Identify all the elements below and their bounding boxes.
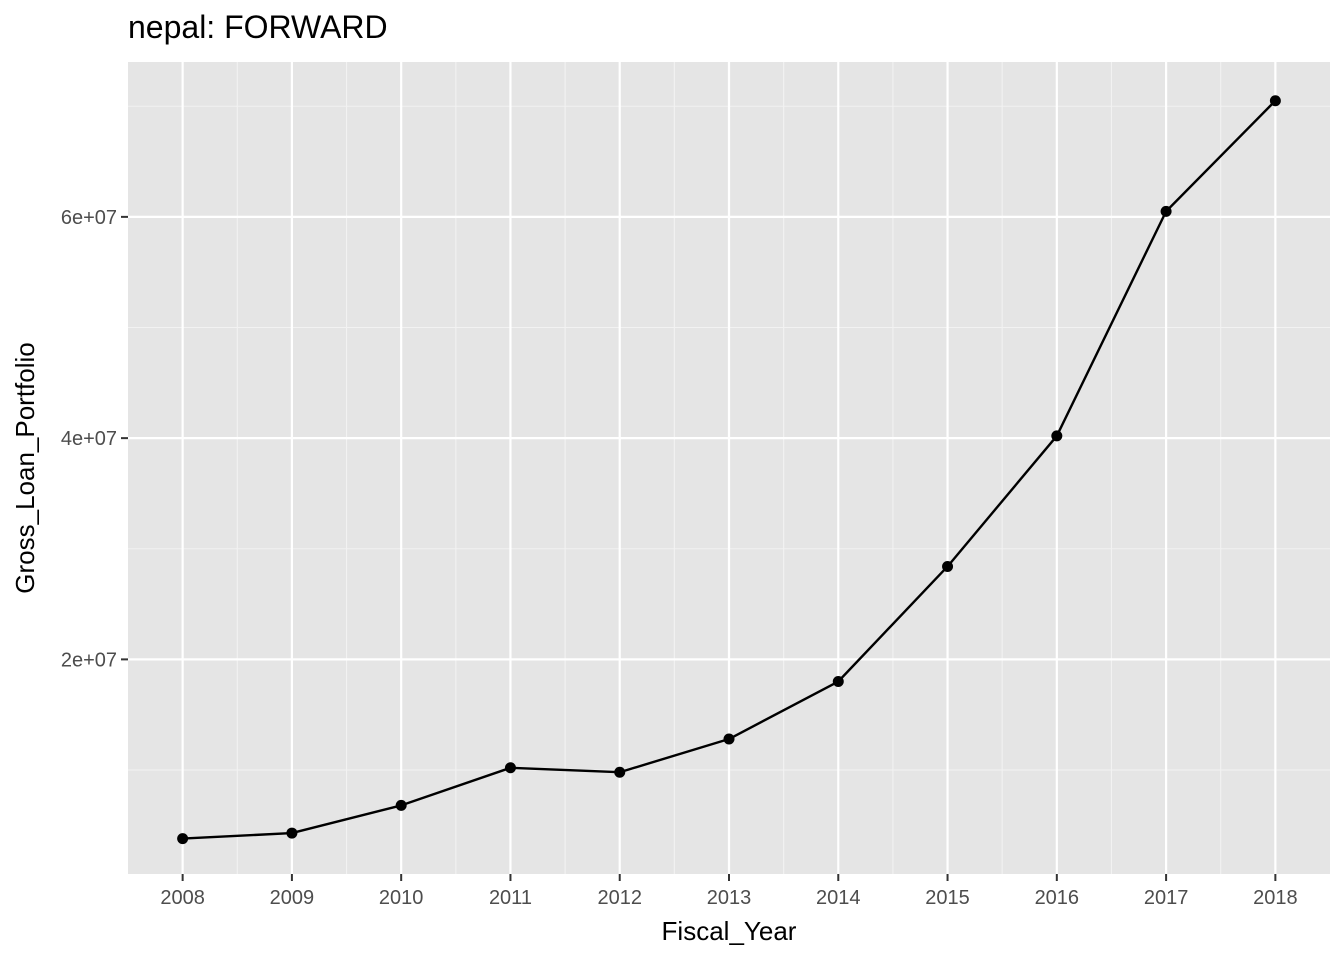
x-tick-label: 2008 — [160, 887, 205, 909]
data-point — [1269, 95, 1281, 107]
y-tick-label: 6e+07 — [61, 207, 117, 229]
series-layer — [177, 95, 1281, 845]
data-point — [1160, 205, 1172, 217]
data-point — [723, 733, 735, 745]
y-tick-label: 2e+07 — [61, 649, 117, 671]
data-point — [177, 833, 189, 845]
x-tick-label: 2014 — [816, 887, 861, 909]
x-tick-label: 2012 — [597, 887, 642, 909]
data-point — [832, 676, 844, 688]
y-tick-label: 4e+07 — [61, 428, 117, 450]
data-point — [504, 762, 516, 774]
x-tick-label: 2016 — [1035, 887, 1080, 909]
data-point — [942, 560, 954, 572]
data-point — [395, 799, 407, 811]
data-point — [286, 827, 298, 839]
y-axis-title: Gross_Loan_Portfolio — [10, 342, 40, 593]
x-axis-title: Fiscal_Year — [662, 916, 797, 946]
chart-title: nepal: FORWARD — [128, 9, 388, 45]
x-tick-label: 2017 — [1144, 887, 1189, 909]
data-point — [1051, 430, 1063, 442]
x-tick-label: 2009 — [270, 887, 315, 909]
x-tick-label: 2010 — [379, 887, 424, 909]
x-tick-label: 2011 — [489, 887, 532, 909]
x-tick-label: 2013 — [707, 887, 752, 909]
axes-layer: 2008 2009 2010 2011 2012 2013 2014 2015 2016 2017… — [61, 207, 1298, 909]
x-tick-label: 2018 — [1253, 887, 1298, 909]
x-tick-label: 2015 — [925, 887, 970, 909]
data-point — [614, 766, 626, 778]
